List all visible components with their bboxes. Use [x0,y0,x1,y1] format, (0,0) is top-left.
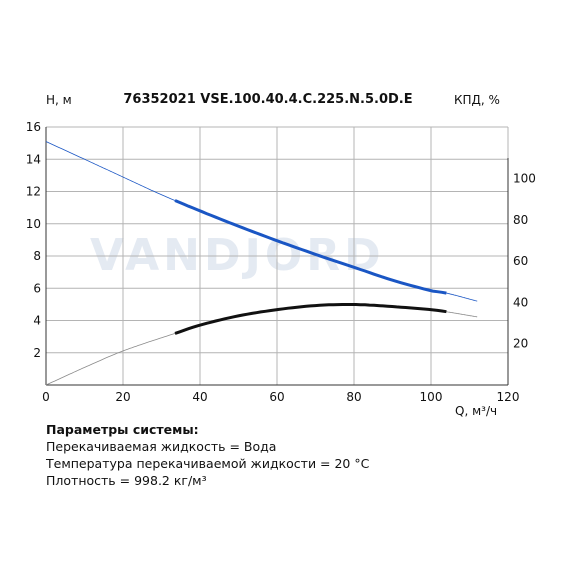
series-0-operating-line [174,199,447,295]
y-tick-label: 12 [26,185,41,199]
y2-tick-label: 60 [513,254,528,268]
y2-tick-label: 20 [513,337,528,351]
y-tick-label: 6 [33,281,41,295]
x-tick-label: 0 [42,390,50,404]
series-1-extension-left [45,333,176,386]
params-heading: Параметры системы: [46,422,199,437]
chart-title: 76352021 VSE.100.40.4.C.225.N.5.0D.E [123,92,412,107]
y-tick-label: 10 [26,217,41,231]
y-axis-label: H, м [46,93,72,107]
series-0-extension-right [446,292,478,302]
axes [45,127,509,386]
x-axis-label: Q, м³/ч [455,404,497,418]
x-tick-label: 80 [346,390,361,404]
param-line-fluid: Перекачиваемая жидкость = Вода [46,439,277,454]
x-tick-label: 20 [115,390,130,404]
y-tick-label: 16 [26,120,41,134]
y2-axis-label: КПД, % [454,93,500,107]
series-1-operating-line [174,303,447,335]
x-tick-label: 40 [192,390,207,404]
series-1-extension-right [446,311,478,318]
y-tick-label: 14 [26,152,41,166]
y-tick-label: 2 [33,346,41,360]
system-parameters: Параметры системы: Перекачиваемая жидкос… [46,421,369,489]
x-tick-label: 100 [420,390,443,404]
y-tick-label: 8 [33,249,41,263]
y2-tick-label: 40 [513,295,528,309]
x-tick-label: 60 [269,390,284,404]
param-line-temperature: Температура перекачиваемой жидкости = 20… [46,456,370,471]
x-tick-label: 120 [497,390,520,404]
tick-labels: 0 20 40 60 80 100 120 2 4 6 8 10 12 14 16 20 40 60 80 100 [26,120,536,404]
y2-tick-label: 80 [513,213,528,227]
series-0-extension-left [45,141,176,201]
curves [45,141,478,386]
y-tick-label: 4 [33,314,41,328]
grid [46,126,509,385]
param-line-density: Плотность = 998.2 кг/м³ [46,473,207,488]
y2-tick-label: 100 [513,172,536,186]
